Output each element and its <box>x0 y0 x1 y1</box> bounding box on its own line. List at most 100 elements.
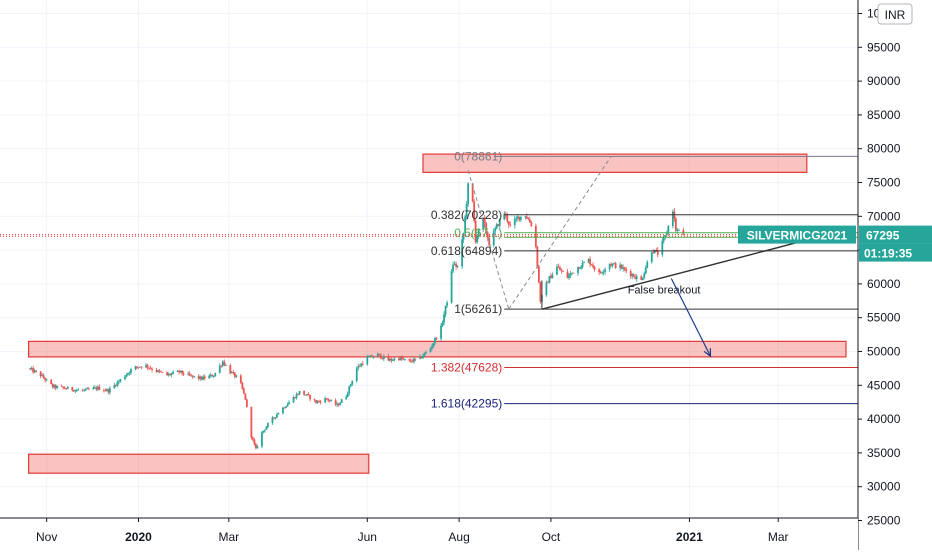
candle-body <box>166 372 168 376</box>
candle-body <box>77 389 80 391</box>
x-tick-label: Mar <box>218 530 239 544</box>
candle-body <box>444 305 447 315</box>
candle-body <box>453 263 456 265</box>
fib-trend-down <box>467 170 510 310</box>
candle-body <box>351 381 354 385</box>
candle-body <box>105 389 108 391</box>
candle-body <box>108 388 111 393</box>
candle-body <box>271 417 274 424</box>
symbol-tag-bg <box>738 225 856 244</box>
candle-body <box>464 216 467 234</box>
candle-body <box>137 367 140 369</box>
candle-body <box>581 262 584 268</box>
candle-body <box>527 218 530 220</box>
candle-body <box>285 406 287 408</box>
candle-body <box>118 381 120 383</box>
candle-body <box>357 366 360 369</box>
candle-body <box>604 269 607 272</box>
candle-body <box>220 365 223 367</box>
candle-body <box>294 397 296 399</box>
candle-body <box>539 282 542 302</box>
candle-body <box>524 216 527 218</box>
candle-body <box>50 379 53 385</box>
candle-body <box>251 437 254 440</box>
candle-body <box>56 386 59 389</box>
candle-body <box>146 364 149 368</box>
zone-rect-1 <box>28 340 847 358</box>
candle-body <box>214 372 217 377</box>
candle-body <box>471 183 474 202</box>
fib-trend-up <box>508 156 612 310</box>
candle-body <box>66 387 69 389</box>
fib-label-4: 1(56261) <box>454 302 502 316</box>
candle-body <box>598 269 600 273</box>
fib-label-5: 1.382(47628) <box>431 361 502 375</box>
candle-body <box>547 282 549 284</box>
candle-body <box>218 365 221 373</box>
candle-body <box>283 407 286 409</box>
candle-body <box>622 267 625 269</box>
candle-body <box>241 382 244 389</box>
candle-body <box>325 398 328 400</box>
candle-body <box>568 275 570 278</box>
candle-body <box>265 426 268 430</box>
time-axis-bg <box>0 518 858 550</box>
candle-body <box>230 372 233 374</box>
candle-body <box>387 356 390 361</box>
candle-body <box>208 375 211 379</box>
candle-body <box>191 375 194 377</box>
candle-body <box>187 373 190 375</box>
candle-body <box>551 274 554 279</box>
candle-body <box>408 358 411 361</box>
candle-body <box>161 372 164 373</box>
candle-body <box>662 237 665 241</box>
candle-body <box>516 216 519 219</box>
candle-body <box>130 369 132 373</box>
candle-body <box>382 356 385 359</box>
last-price-tag-bg <box>859 225 932 244</box>
candle-body <box>39 371 42 377</box>
candle-body <box>232 372 235 373</box>
candle-body <box>304 394 307 396</box>
candle-body <box>661 240 664 255</box>
candle-body <box>528 219 531 223</box>
candle-body <box>410 360 412 362</box>
y-tick-label: 75000 <box>867 176 901 190</box>
candle-body <box>355 368 358 382</box>
y-tick-label: 55000 <box>867 311 901 325</box>
candle-body <box>360 363 363 367</box>
candle-body <box>578 267 581 269</box>
x-tick-label: Mar <box>768 530 789 544</box>
candle-body <box>462 233 465 240</box>
candle-body <box>298 391 301 395</box>
candle-body <box>54 385 57 389</box>
candle-body <box>665 232 668 236</box>
candle-body <box>65 388 68 390</box>
candle-body <box>379 354 382 359</box>
candle-body <box>674 218 677 231</box>
candle-body <box>158 370 161 372</box>
currency-badge: INR <box>885 8 906 22</box>
candle-body <box>261 432 263 447</box>
candle-body <box>562 270 564 272</box>
candle-body <box>677 230 680 231</box>
fib-label-0: 0(78861) <box>454 149 502 163</box>
candle-body <box>446 302 448 306</box>
candle-body <box>282 407 284 414</box>
candle-body <box>450 270 453 303</box>
candle-body <box>483 217 486 224</box>
candle-body <box>525 216 528 219</box>
candle-body <box>372 356 375 358</box>
candle-body <box>203 376 206 379</box>
candle-body <box>601 272 604 274</box>
candle-body <box>149 368 152 369</box>
candle-body <box>613 263 616 265</box>
candle-body <box>72 390 75 392</box>
candle-body <box>125 374 128 377</box>
candle-body <box>513 218 516 226</box>
candle-body <box>340 399 343 403</box>
candle-body <box>172 371 175 374</box>
candle-body <box>169 373 171 375</box>
